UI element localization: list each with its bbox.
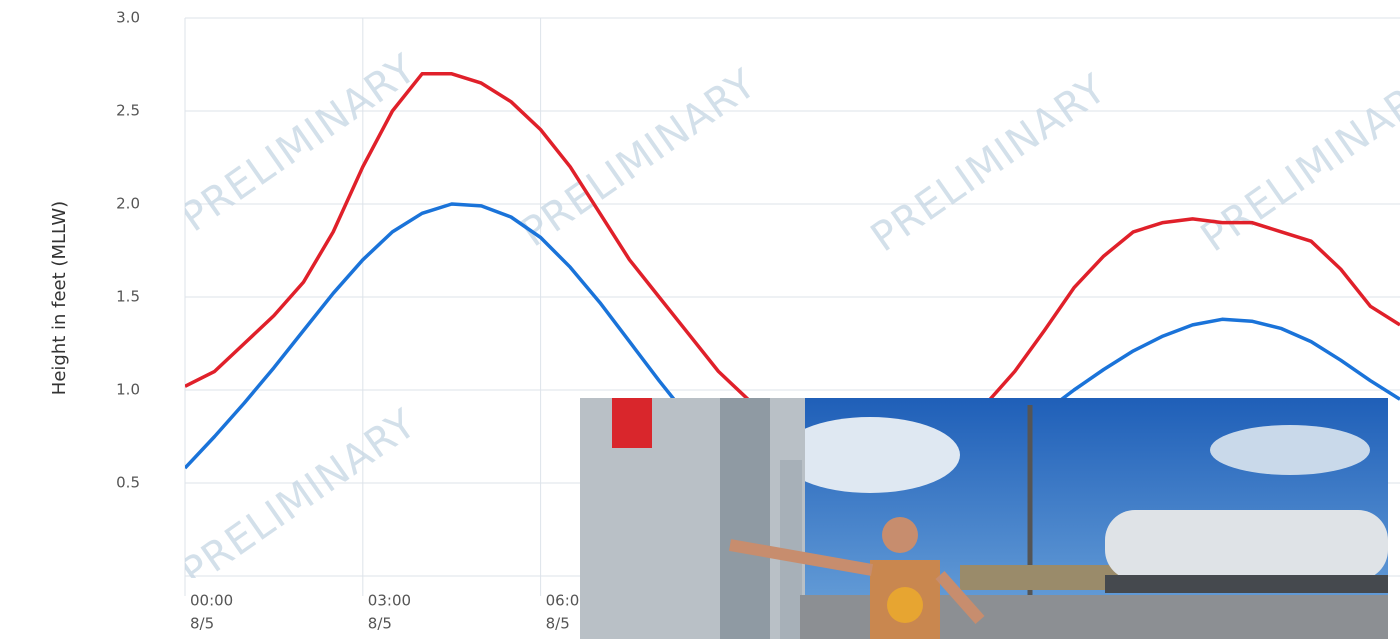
- y-tick-label: 2.5: [116, 102, 140, 120]
- watermark: PRELIMINARY: [173, 46, 425, 242]
- watermark: PRELIMINARY: [1193, 66, 1400, 262]
- watermark: PRELIMINARY: [513, 61, 765, 257]
- watermark: PRELIMINARY: [173, 401, 425, 597]
- x-tick-label: 00:00: [190, 592, 233, 610]
- x-tick-label: 06:00: [546, 592, 589, 610]
- y-tick-label: 1.5: [116, 288, 140, 306]
- y-tick-label: 0.5: [116, 474, 140, 492]
- tick-labels: 0.5 1.0 1.5 2.0 2.5 3.0 00:00 8/5 03:00 8/5 06:00 8…: [116, 9, 589, 633]
- x-tick-label: 03:00: [368, 592, 411, 610]
- x-tick-date: 8/5: [190, 615, 214, 633]
- y-tick-label: 2.0: [116, 195, 140, 213]
- y-axis-label: Height in feet (MLLW): [49, 201, 70, 395]
- x-tick-date: 8/5: [546, 615, 570, 633]
- watermark: PRELIMINARY: [863, 66, 1115, 262]
- x-tick-date: 8/5: [368, 615, 392, 633]
- y-tick-label: 3.0: [116, 9, 140, 27]
- grid: [184, 17, 1400, 596]
- y-tick-label: 1.0: [116, 381, 140, 399]
- photo-overlay: [580, 398, 1388, 639]
